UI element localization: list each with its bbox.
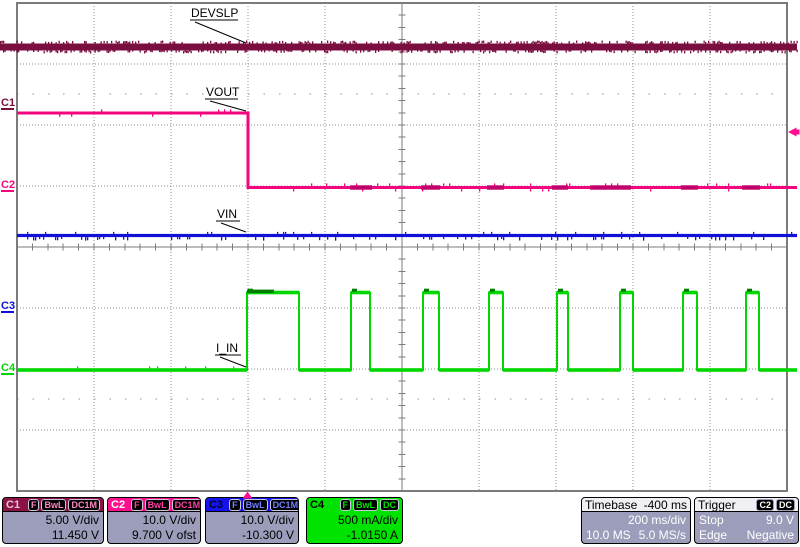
timebase-samples: 10.0 MS: [586, 528, 631, 542]
channel-badges: F BwL DC: [339, 499, 399, 511]
coupling-badge: DC1M: [269, 498, 298, 511]
bandwidth-limit-badge: BwL: [144, 498, 170, 511]
graticule: [16, 2, 788, 492]
svg-text:C2: C2: [1, 179, 15, 191]
filter-badge: F: [339, 499, 351, 511]
timebase-rate: 5.0 MS/s: [638, 528, 686, 542]
vertical-offset: 9.700 V ofst: [131, 528, 196, 542]
svg-text:VOUT: VOUT: [206, 85, 240, 99]
waveform-display: DEVSLP VOUT VIN I_IN C1 C2 C3 C4: [0, 2, 800, 499]
vertical-offset: -10.300 V: [241, 528, 294, 542]
trigger-level-marker-tail: [796, 129, 800, 135]
trigger-type: Edge: [699, 528, 728, 542]
bandwidth-limit-badge: BwL: [41, 498, 67, 511]
trace-vout: [17, 109, 797, 192]
channel-box-c4[interactable]: C4 F BwL DC 500 mA/div -1.0150 A: [306, 497, 403, 544]
vertical-offset: -1.0150 A: [346, 528, 398, 542]
trigger-header: Trigger C2 DC: [695, 498, 798, 512]
svg-text:C3: C3: [1, 300, 15, 312]
vertical-scale: 500 mA/div: [337, 513, 398, 527]
filter-badge: F: [131, 498, 143, 511]
trigger-mode: Stop: [699, 513, 724, 527]
channel-marker-c4[interactable]: C4: [1, 362, 16, 375]
channel-box-c3[interactable]: C3 F BwL DC1M 10.0 V/div -10.300 V: [205, 497, 299, 544]
bandwidth-limit-badge: BwL: [353, 499, 378, 511]
channel-id: C3: [209, 498, 224, 511]
channel-box-c1-body: 5.00 V/div 11.450 V: [3, 512, 103, 543]
bandwidth-limit-badge: BwL: [242, 498, 268, 511]
trigger-body: Stop 9.0 V Edge Negative: [695, 512, 798, 543]
trigger-slope: Negative: [746, 528, 794, 542]
channel-badges: F BwL DC1M: [27, 498, 100, 511]
coupling-badge: DC1M: [68, 498, 100, 511]
channel-marker-c2[interactable]: C2: [1, 179, 15, 192]
trigger-source-badge: C2: [756, 498, 774, 511]
channel-marker-c3[interactable]: C3: [1, 300, 15, 313]
channel-box-c2-body: 10.0 V/div 9.700 V ofst: [108, 512, 200, 543]
trace-devslp: [0, 40, 798, 54]
vertical-scale: 10.0 V/div: [142, 513, 196, 527]
svg-text:C4: C4: [1, 362, 16, 374]
trigger-badges: C2 DC: [756, 498, 795, 511]
channel-box-c1-header: C1 F BwL DC1M: [3, 498, 103, 512]
trigger-level: 9.0 V: [765, 513, 794, 527]
channel-box-c1[interactable]: C1 F BwL DC1M 5.00 V/div 11.450 V: [2, 497, 104, 544]
trigger-box[interactable]: Trigger C2 DC Stop 9.0 V Edge Negative: [694, 497, 799, 544]
channel-box-c2[interactable]: C2 F BwL DC1M 10.0 V/div 9.700 V ofst: [107, 497, 201, 544]
trace-vin: [17, 231, 797, 241]
coupling-badge: DC1M: [171, 498, 200, 511]
trigger-level-marker[interactable]: [788, 127, 797, 137]
trace-label-devslp: DEVSLP: [190, 6, 247, 44]
vertical-scale: 10.0 V/div: [240, 513, 294, 527]
coupling-badge: DC: [380, 499, 399, 511]
timebase-delay: -400 ms: [643, 497, 687, 512]
trigger-coupling-badge: DC: [776, 498, 795, 511]
channel-marker-c1[interactable]: C1: [1, 97, 15, 110]
svg-text:VIN: VIN: [217, 207, 237, 221]
timebase-title: Timebase: [585, 497, 638, 512]
channel-badges: F BwL DC1M: [229, 498, 298, 511]
svg-text:C1: C1: [1, 97, 15, 109]
timebase-box[interactable]: Timebase -400 ms 200 ms/div 10.0 MS 5.0 …: [581, 497, 691, 544]
channel-box-c3-body: 10.0 V/div -10.300 V: [206, 512, 298, 543]
trigger-title: Trigger: [698, 497, 736, 512]
trace-label-vin: VIN: [216, 207, 247, 233]
timebase-body: 200 ms/div 10.0 MS 5.0 MS/s: [582, 512, 690, 543]
channel-badges: F BwL DC1M: [131, 498, 200, 511]
timebase-scale: 200 ms/div: [627, 513, 686, 527]
svg-text:DEVSLP: DEVSLP: [191, 6, 238, 20]
channel-id: C1: [6, 498, 21, 511]
channel-id: C2: [111, 498, 126, 511]
channel-id: C4: [310, 499, 325, 511]
trace-label-i_in: I_IN: [215, 341, 247, 368]
vertical-offset: 11.450 V: [51, 528, 99, 542]
svg-text:I_IN: I_IN: [216, 341, 238, 355]
channel-box-c4-body: 500 mA/div -1.0150 A: [307, 512, 402, 543]
filter-badge: F: [229, 498, 241, 511]
trace-iin: [17, 288, 797, 372]
vertical-scale: 5.00 V/div: [45, 513, 99, 527]
channel-box-c2-header: C2 F BwL DC1M: [108, 498, 200, 512]
timebase-header: Timebase -400 ms: [582, 498, 690, 512]
channel-box-c4-header: C4 F BwL DC: [307, 498, 402, 512]
filter-badge: F: [27, 498, 40, 511]
channel-box-c3-header: C3 F BwL DC1M: [206, 498, 298, 512]
trace-label-vout: VOUT: [205, 85, 247, 112]
